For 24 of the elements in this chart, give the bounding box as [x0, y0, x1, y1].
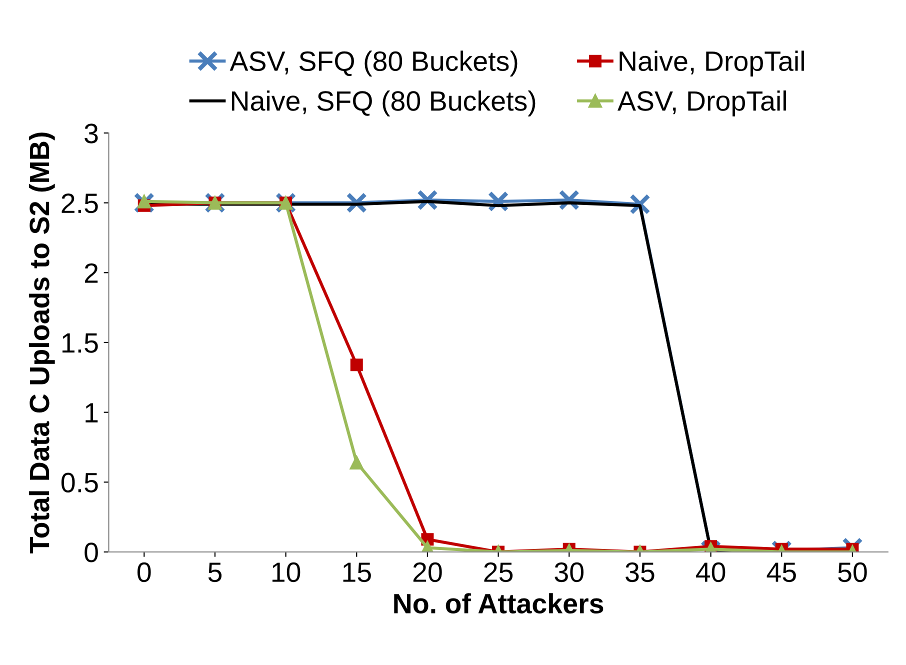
y-tick-label: 0.5 [61, 472, 98, 492]
legend-label: Naive, DropTail [620, 50, 804, 77]
x-tick-label: 15 [343, 562, 371, 582]
x-axis-title: No. of Attackers [394, 593, 604, 614]
x-tick-label: 20 [413, 562, 442, 582]
y-tick-label: 3 [84, 124, 98, 144]
x-tick-label: 35 [626, 562, 654, 582]
y-tick-label: 2 [84, 263, 98, 283]
y-axis-title: Total Data C Uploads to S2 (MB) [28, 132, 55, 554]
legend-label: ASV, DropTail [618, 90, 786, 116]
y-tick-label: 2.5 [62, 193, 98, 214]
legend-label: Naive, SFQ (80 Buckets) [232, 90, 536, 116]
x-tick-label: 40 [696, 562, 726, 582]
x-tick-label: 0 [138, 562, 151, 582]
y-tick-label: 1.5 [62, 333, 98, 353]
x-tick-label: 10 [272, 562, 300, 582]
x-tick-label: 5 [208, 562, 222, 582]
x-tick-label: 25 [484, 562, 513, 582]
y-tick-label: 0 [84, 542, 98, 562]
legend-label: ASV, SFQ (80 Buckets) [230, 50, 518, 77]
x-tick-label: 30 [554, 562, 584, 582]
x-tick-label: 50 [838, 562, 867, 582]
x-tick-label: 45 [766, 562, 796, 582]
y-tick-label: 1 [86, 403, 98, 422]
